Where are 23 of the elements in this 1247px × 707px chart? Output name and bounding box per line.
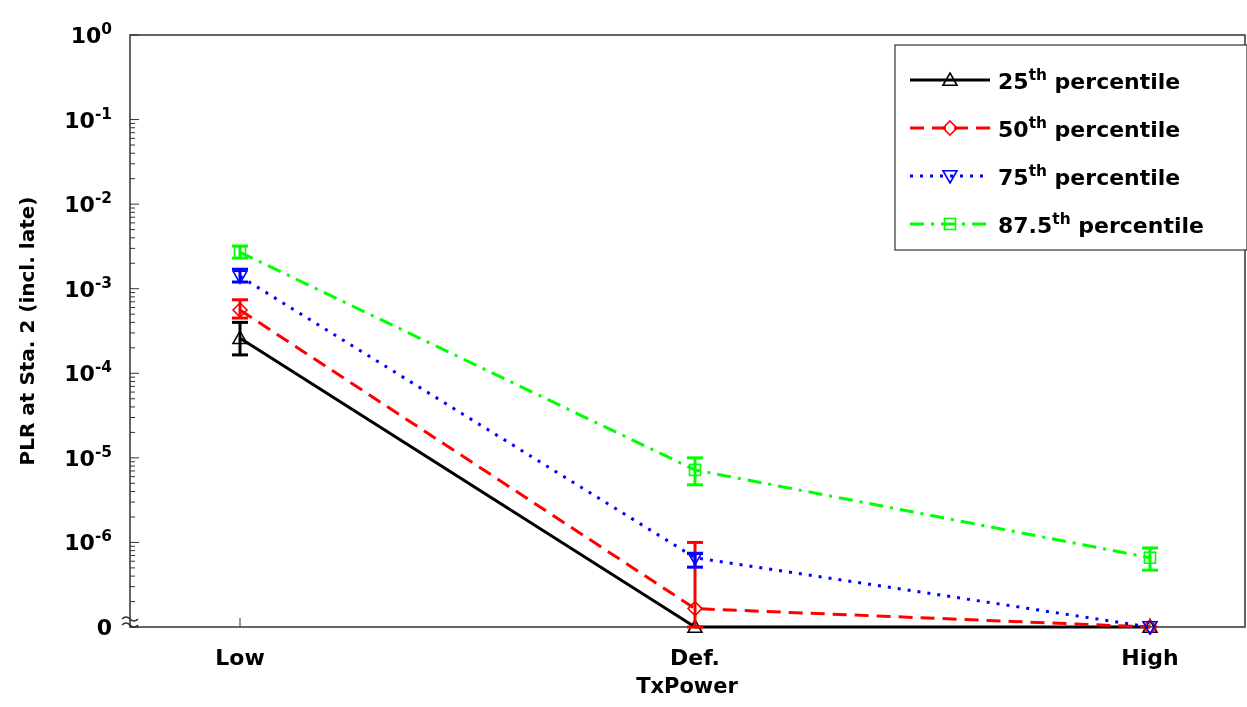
- y-tick-label: 10$^{0}$: [70, 20, 112, 48]
- x-tick-label: Def.: [670, 645, 720, 670]
- point: [232, 302, 248, 318]
- x-axis-title: TxPower: [636, 674, 739, 698]
- point: [687, 619, 703, 634]
- legend-label: 50$^{th}$ percentile: [998, 114, 1181, 142]
- y-tick-label: 10$^{-4}$: [64, 358, 112, 387]
- point: [1143, 551, 1157, 564]
- y-tick-label: 10$^{-5}$: [64, 442, 112, 471]
- x-tick-label: High: [1121, 645, 1179, 670]
- point: [687, 600, 703, 617]
- point: [232, 330, 248, 345]
- y-axis-title: PLR at Sta. 2 (incl. late): [15, 196, 39, 466]
- point: [688, 463, 702, 477]
- y-tick-label: 10$^{-3}$: [64, 273, 112, 302]
- legend-label: 25$^{th}$ percentile: [998, 66, 1181, 94]
- y-tick-label: 10$^{-1}$: [64, 104, 112, 133]
- y-tick-label: 10$^{-6}$: [64, 527, 112, 556]
- y-tick-label: 10$^{-2}$: [64, 189, 112, 218]
- legend-label: 87.5$^{th}$ percentile: [998, 210, 1204, 238]
- y-tick-label: 0: [96, 615, 112, 640]
- x-tick-label: Low: [215, 645, 265, 670]
- legend-label: 75$^{th}$ percentile: [998, 162, 1181, 190]
